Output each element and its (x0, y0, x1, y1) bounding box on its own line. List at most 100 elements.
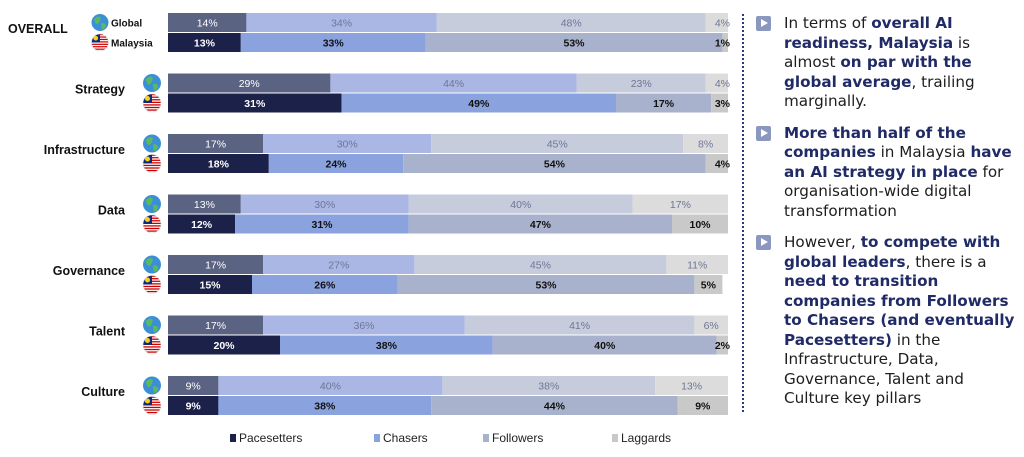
globe-land (152, 204, 159, 212)
data-label: 41% (569, 320, 590, 332)
bar-segment (268, 154, 404, 173)
bar-segment (168, 315, 264, 335)
legend-swatch (374, 434, 380, 442)
bar-segment (341, 93, 616, 113)
data-label: 34% (331, 18, 352, 30)
bar-segment (616, 93, 712, 113)
bar-segment (168, 255, 264, 274)
note-text: in Malaysia (875, 143, 971, 161)
flag-stripe (143, 285, 161, 288)
bar-segment (492, 335, 717, 355)
bar-segment (168, 73, 331, 93)
flag-stripe (143, 348, 161, 351)
flag-stripe (143, 169, 161, 172)
data-label: 48% (561, 18, 582, 30)
pillar-label: Culture (81, 385, 125, 399)
pillar-group: Infrastructure 17% 30% 45% 8% 18% 24% 54% 4% (44, 134, 731, 173)
flag-stripe (143, 351, 161, 353)
flag-moon (144, 95, 151, 102)
data-label: 30% (337, 139, 358, 151)
pillar-group: OVERALL Global 14% 34% 48% 4% Malaysia 13% 33% 53… (8, 13, 731, 52)
bar-segment (403, 154, 706, 173)
flag-stripe (143, 346, 161, 348)
flag-stripe (143, 225, 161, 227)
bar-segment (464, 315, 695, 335)
flag-moon (144, 216, 151, 223)
globe-ocean (143, 376, 161, 395)
globe-land (152, 144, 159, 151)
bar-segment (168, 376, 219, 395)
flag-stripe (143, 227, 161, 230)
data-label: 29% (239, 78, 260, 90)
bar-segment (168, 93, 342, 113)
data-label: 33% (323, 38, 345, 50)
globe-land (145, 318, 153, 327)
note-text: However, (784, 233, 861, 251)
bar-segment (240, 33, 426, 52)
legend-label: Pacesetters (239, 431, 302, 445)
flag-stripe (143, 167, 161, 169)
note-text: , trailing marginally. (784, 72, 975, 111)
note-emphasis: overall AI readiness, Malaysia (784, 14, 954, 52)
note-text: for organisation-wide digital transforma… (784, 162, 1004, 220)
data-label: 2% (715, 340, 731, 352)
data-label: 49% (468, 98, 490, 110)
legend-swatch (483, 434, 489, 442)
data-label: 18% (208, 159, 230, 171)
malaysia-flag-icon (91, 33, 109, 52)
bar-segment (263, 134, 432, 153)
readiness-chart: OVERALL Global 14% 34% 48% 4% Malaysia 13% 33% 53… (8, 13, 731, 445)
data-label: 9% (695, 401, 711, 413)
globe-land (152, 265, 159, 272)
flag-moon (93, 35, 99, 41)
bar-segment (168, 13, 247, 32)
note-text: , there is a (905, 252, 987, 271)
legend-label: Chasers (383, 431, 428, 445)
play-arrow-icon (756, 16, 771, 31)
data-label: 47% (530, 219, 552, 231)
note-emphasis: have an AI strategy in place (784, 143, 1012, 181)
flag-stripe (143, 290, 161, 293)
data-label: 53% (563, 38, 585, 50)
malaysia-flag-icon (142, 93, 162, 113)
flag-stripe (143, 109, 161, 111)
play-arrow-icon (756, 125, 771, 141)
data-label: 31% (311, 219, 333, 231)
flag-stripe (91, 43, 109, 45)
bar-segment (705, 73, 728, 93)
bar-segment (694, 275, 723, 294)
globe-icon (91, 14, 109, 31)
note-emphasis: More than half of the companies (784, 123, 966, 162)
globe-land (145, 379, 153, 388)
pillar-label: Strategy (75, 83, 125, 97)
bar-segment (683, 134, 728, 153)
data-label: 3% (715, 98, 731, 110)
data-label: 23% (631, 78, 652, 90)
globe-land (152, 83, 159, 91)
flag-ring (142, 93, 162, 113)
malaysia-flag-icon (142, 214, 162, 234)
flag-body (143, 154, 161, 173)
globe-land (145, 197, 153, 206)
flag-ring (142, 214, 162, 234)
data-label: 12% (191, 219, 213, 231)
globe-land (145, 76, 153, 85)
bar-segment (168, 214, 236, 234)
bar-segment (705, 13, 728, 32)
bar-segment (414, 255, 667, 274)
data-label: 45% (547, 139, 568, 151)
bar-segment (722, 33, 728, 52)
bar-segment (168, 33, 241, 52)
data-label: 13% (194, 38, 216, 50)
pillar-label: Talent (89, 325, 126, 339)
data-label: 38% (376, 340, 398, 352)
flag-ring (142, 335, 162, 355)
data-label: 5% (701, 280, 717, 292)
note-text: In terms of (784, 14, 872, 32)
bar-segment (694, 315, 728, 335)
data-label: 24% (325, 159, 347, 171)
bar-segment (408, 214, 672, 234)
flag-body (143, 396, 161, 415)
globe-land (94, 16, 101, 25)
globe-land (145, 258, 153, 267)
